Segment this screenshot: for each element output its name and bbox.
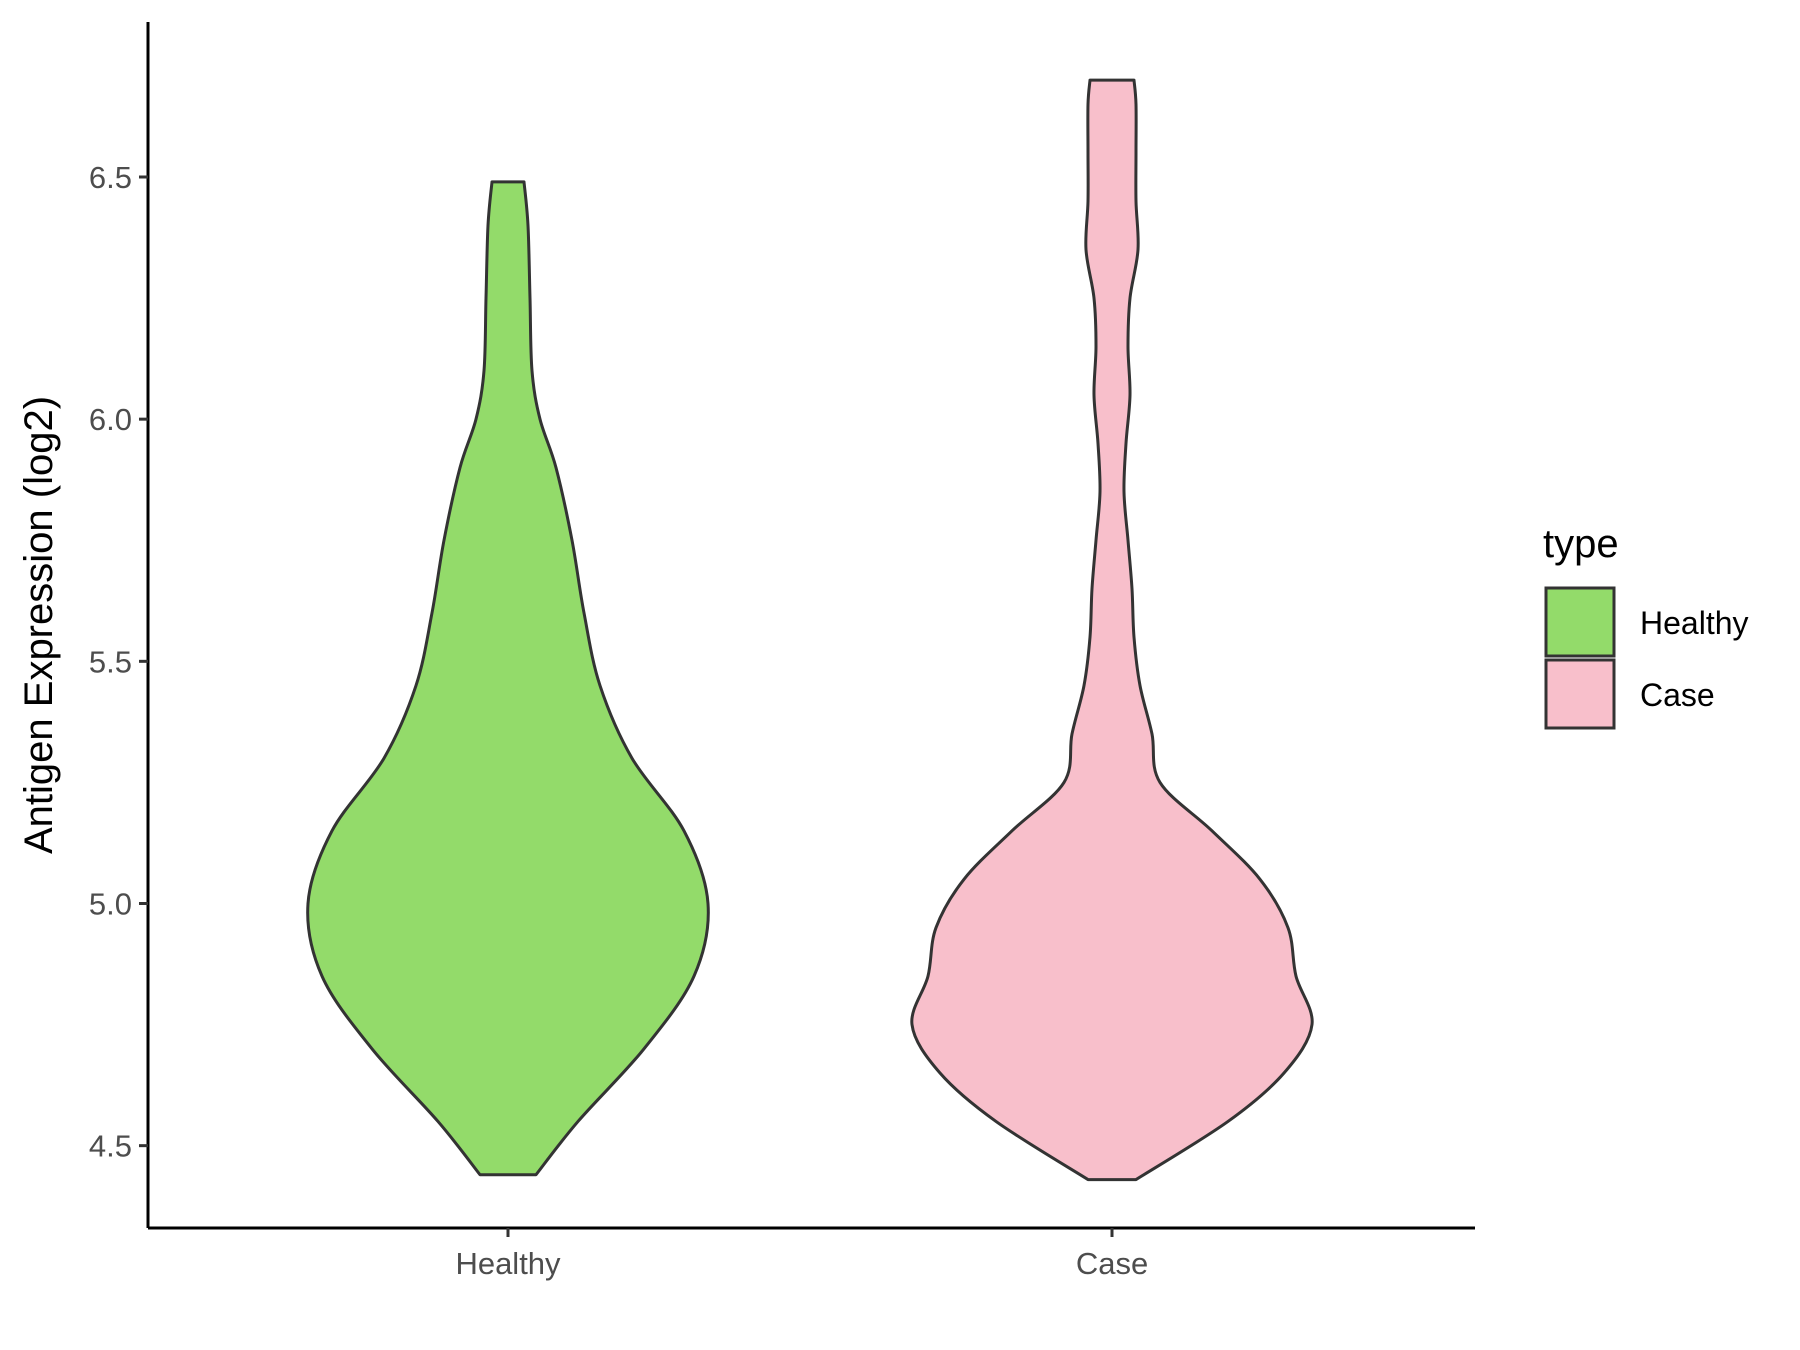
legend-key-healthy (1544, 586, 1616, 658)
y-axis-title: Antigen Expression (log2) (17, 396, 61, 854)
y-tick-label: 4.5 (89, 1129, 132, 1164)
x-ticks-group: Healthy Case (455, 1228, 1148, 1281)
x-tick-label: Case (1076, 1246, 1148, 1281)
y-ticks-group: 4.5 5.0 5.5 6.0 6.5 (89, 160, 148, 1164)
legend: type Healthy Case (1543, 522, 1749, 730)
y-tick-label: 6.5 (89, 160, 132, 195)
y-tick-label: 5.5 (89, 644, 132, 679)
violin-healthy (306, 180, 710, 1177)
x-tick-label: Healthy (455, 1246, 561, 1281)
y-tick-label: 6.0 (89, 402, 132, 437)
legend-label-case: Case (1640, 677, 1715, 713)
legend-key-case (1544, 658, 1616, 730)
violins-group (306, 78, 1314, 1182)
violin-case (910, 78, 1314, 1182)
axes-group (146, 22, 1475, 1230)
legend-title: type (1543, 522, 1619, 566)
legend-label-healthy: Healthy (1640, 605, 1749, 641)
y-tick-label: 5.0 (89, 886, 132, 921)
